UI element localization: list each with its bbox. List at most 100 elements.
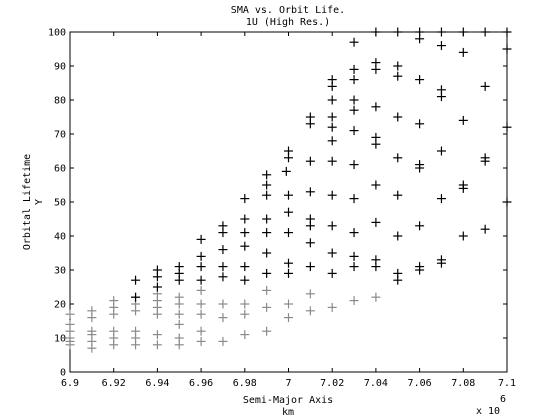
x-axis-unit: km [282, 407, 294, 418]
data-point [284, 153, 293, 163]
x-tick-label: 6.96 [189, 378, 213, 389]
data-point [415, 221, 425, 231]
data-point [240, 194, 250, 204]
data-point [305, 238, 315, 248]
data-point [240, 275, 250, 285]
y-tick-label: 50 [54, 198, 66, 209]
data-point [174, 340, 184, 350]
data-point [305, 221, 315, 231]
data-point [87, 313, 97, 323]
data-point [218, 262, 228, 272]
data-point [284, 207, 293, 217]
y-axis-label: Orbital Lifetime [22, 154, 33, 250]
data-point [349, 262, 359, 272]
data-point [240, 262, 250, 272]
data-point [327, 221, 337, 231]
data-point [174, 275, 184, 285]
data-point [415, 163, 425, 173]
data-point [371, 64, 381, 74]
data-point [87, 343, 97, 353]
x-tick-label: 6.94 [145, 378, 169, 389]
data-point [174, 319, 184, 329]
data-point [152, 340, 162, 350]
x-tick-label: 7.08 [451, 378, 475, 389]
x-multiplier-exponent: 6 [500, 394, 506, 405]
data-point [349, 126, 359, 136]
data-point [458, 115, 468, 125]
data-point [371, 217, 381, 227]
data-point [349, 75, 359, 85]
data-point [262, 302, 272, 312]
data-point [458, 183, 468, 193]
data-point [305, 306, 315, 316]
data-point [349, 296, 359, 306]
data-point [262, 170, 272, 180]
data-point [152, 272, 162, 282]
data-point [152, 330, 162, 340]
data-points [65, 27, 512, 353]
data-point [240, 309, 250, 319]
y-tick-label: 60 [54, 164, 66, 175]
data-point [305, 187, 315, 197]
data-point [131, 292, 141, 302]
x-tick-label: 6.92 [102, 378, 126, 389]
data-point [196, 275, 206, 285]
data-point [131, 306, 141, 316]
data-point [458, 231, 468, 241]
data-point [327, 95, 337, 105]
data-point [131, 275, 141, 285]
data-point [415, 75, 425, 85]
data-point [174, 299, 184, 309]
data-point [415, 119, 425, 129]
data-point [196, 309, 206, 319]
data-point [262, 228, 272, 238]
data-point [393, 275, 403, 285]
data-point [327, 136, 337, 146]
data-point [327, 122, 337, 132]
data-point [109, 340, 119, 350]
data-point [349, 160, 359, 170]
data-point [415, 265, 425, 275]
data-point [240, 299, 250, 309]
y-tick-label: 20 [54, 300, 66, 311]
data-point [349, 228, 359, 238]
x-tick-label: 7.04 [364, 378, 388, 389]
data-point [240, 214, 250, 224]
data-point [458, 47, 468, 57]
data-point [152, 282, 162, 292]
data-point [284, 228, 293, 238]
data-point [327, 248, 337, 258]
data-point [480, 156, 490, 166]
data-point [218, 245, 228, 255]
data-point [284, 313, 293, 323]
data-point [393, 231, 403, 241]
data-point [436, 146, 446, 156]
data-point [393, 27, 403, 37]
data-point [480, 81, 490, 91]
data-point [262, 326, 272, 336]
data-point [371, 292, 381, 302]
data-point [327, 302, 337, 312]
data-point [371, 27, 381, 37]
data-point [349, 37, 359, 47]
data-point [131, 340, 141, 350]
y-tick-label: 70 [54, 130, 66, 141]
data-point [240, 228, 250, 238]
x-tick-label: 7.06 [408, 378, 432, 389]
data-point [152, 309, 162, 319]
data-point [240, 330, 250, 340]
x-multiplier-base: x 10 [476, 406, 500, 417]
data-point [196, 234, 206, 244]
data-point [284, 190, 293, 200]
x-tick-label: 7.1 [498, 378, 516, 389]
y-tick-label: 40 [54, 232, 66, 243]
data-point [218, 299, 228, 309]
x-tick-label: 7.02 [320, 378, 344, 389]
data-point [174, 309, 184, 319]
data-point [393, 190, 403, 200]
data-point [305, 262, 315, 272]
x-tick-label: 6.98 [233, 378, 257, 389]
data-point [196, 326, 206, 336]
x-tick-label: 6.9 [61, 378, 79, 389]
